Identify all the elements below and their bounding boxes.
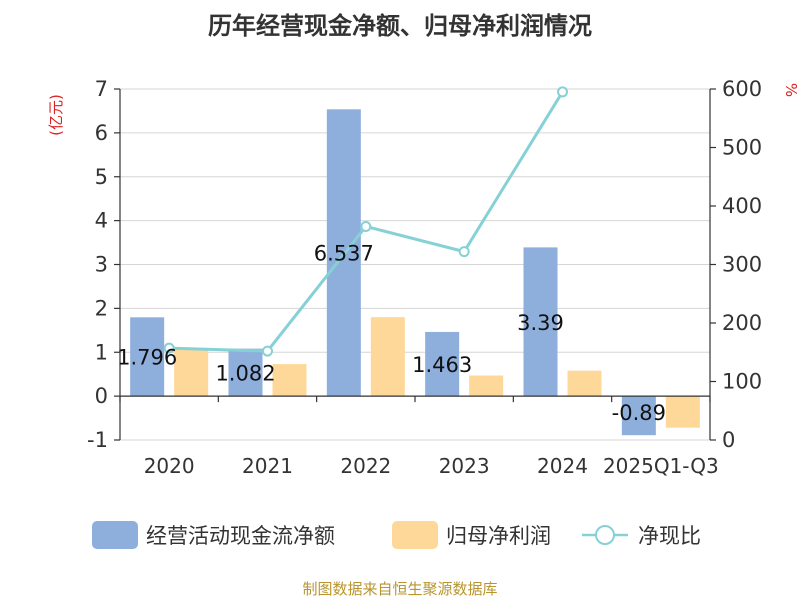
- left-tick-label: 1: [95, 340, 108, 364]
- category-label: 2022: [340, 454, 391, 478]
- left-tick-label: 2: [95, 296, 108, 320]
- left-tick-label: 5: [95, 165, 108, 189]
- right-tick-label: 200: [722, 311, 762, 335]
- cashflow-bar: [621, 396, 656, 436]
- left-tick-label: 4: [95, 209, 108, 233]
- cashflow-data-label: 1.082: [215, 361, 275, 385]
- cashflow-data-label: 3.39: [517, 311, 564, 335]
- source-note: 制图数据来自恒生聚源数据库: [302, 580, 497, 598]
- right-tick-label: 500: [722, 136, 762, 160]
- left-tick-label: 7: [95, 77, 108, 101]
- net-profit-bar: [174, 347, 209, 397]
- right-tick-label: 300: [722, 253, 762, 277]
- category-label: 2023: [439, 454, 490, 478]
- axes: -1 0 1 2 3 4 5 6 7 0 100 200 300 400 500 600 2020 2021 202…: [87, 77, 762, 478]
- legend: 经营活动现金流净额 归母净利润 净现比: [92, 521, 701, 549]
- legend-net-profit-label: 归母净利润: [446, 524, 551, 548]
- cashflow-data-label: -0.89: [612, 401, 666, 425]
- legend-ratio-label: 净现比: [638, 524, 701, 548]
- left-axis-unit: (亿元): [47, 94, 65, 136]
- grid: [120, 88, 710, 441]
- bars: [130, 109, 700, 436]
- right-tick-label: 0: [722, 428, 735, 452]
- ratio-point: [262, 345, 273, 357]
- right-tick-label: 100: [722, 370, 762, 394]
- cashflow-bar: [130, 317, 165, 397]
- cashflow-bar: [523, 247, 558, 397]
- chart-title: 历年经营现金净额、归母净利润情况: [208, 12, 592, 40]
- left-tick-label: -1: [87, 428, 108, 452]
- net-profit-bar: [370, 317, 405, 397]
- ratio-point: [360, 220, 372, 232]
- net-profit-bar: [665, 396, 700, 428]
- right-axis-unit: %: [782, 83, 800, 97]
- ratio-point: [557, 86, 568, 98]
- legend-net-profit-swatch: [392, 521, 438, 549]
- cashflow-data-label: 1.463: [412, 353, 472, 377]
- category-label: 2024: [537, 454, 588, 478]
- net-profit-bar: [469, 375, 504, 397]
- right-tick-label: 400: [722, 194, 762, 218]
- cashflow-bar: [425, 331, 460, 397]
- cashflow-data-label: 6.537: [314, 242, 374, 266]
- legend-ratio-swatch-marker: [595, 525, 615, 545]
- left-tick-label: 3: [95, 253, 108, 277]
- ratio-point: [458, 246, 470, 258]
- ratio-point: [163, 342, 175, 354]
- ratio-line: [163, 86, 568, 357]
- left-tick-label: 6: [95, 121, 108, 145]
- net-profit-bar: [272, 364, 307, 397]
- cashflow-data-label: 1.796: [117, 346, 177, 370]
- cashflow-bar: [228, 348, 263, 397]
- right-tick-label: 600: [722, 77, 762, 101]
- legend-cashflow-label: 经营活动现金流净额: [146, 524, 335, 548]
- data-labels: 1.796 1.082 6.537 1.463 3.39 -0.89: [117, 242, 666, 425]
- legend-cashflow-swatch: [92, 521, 138, 549]
- left-tick-label: 0: [95, 384, 108, 408]
- category-label: 2021: [242, 454, 293, 478]
- category-label: 2020: [144, 454, 195, 478]
- category-label: 2025Q1-Q3: [603, 454, 719, 478]
- net-profit-bar: [567, 370, 602, 397]
